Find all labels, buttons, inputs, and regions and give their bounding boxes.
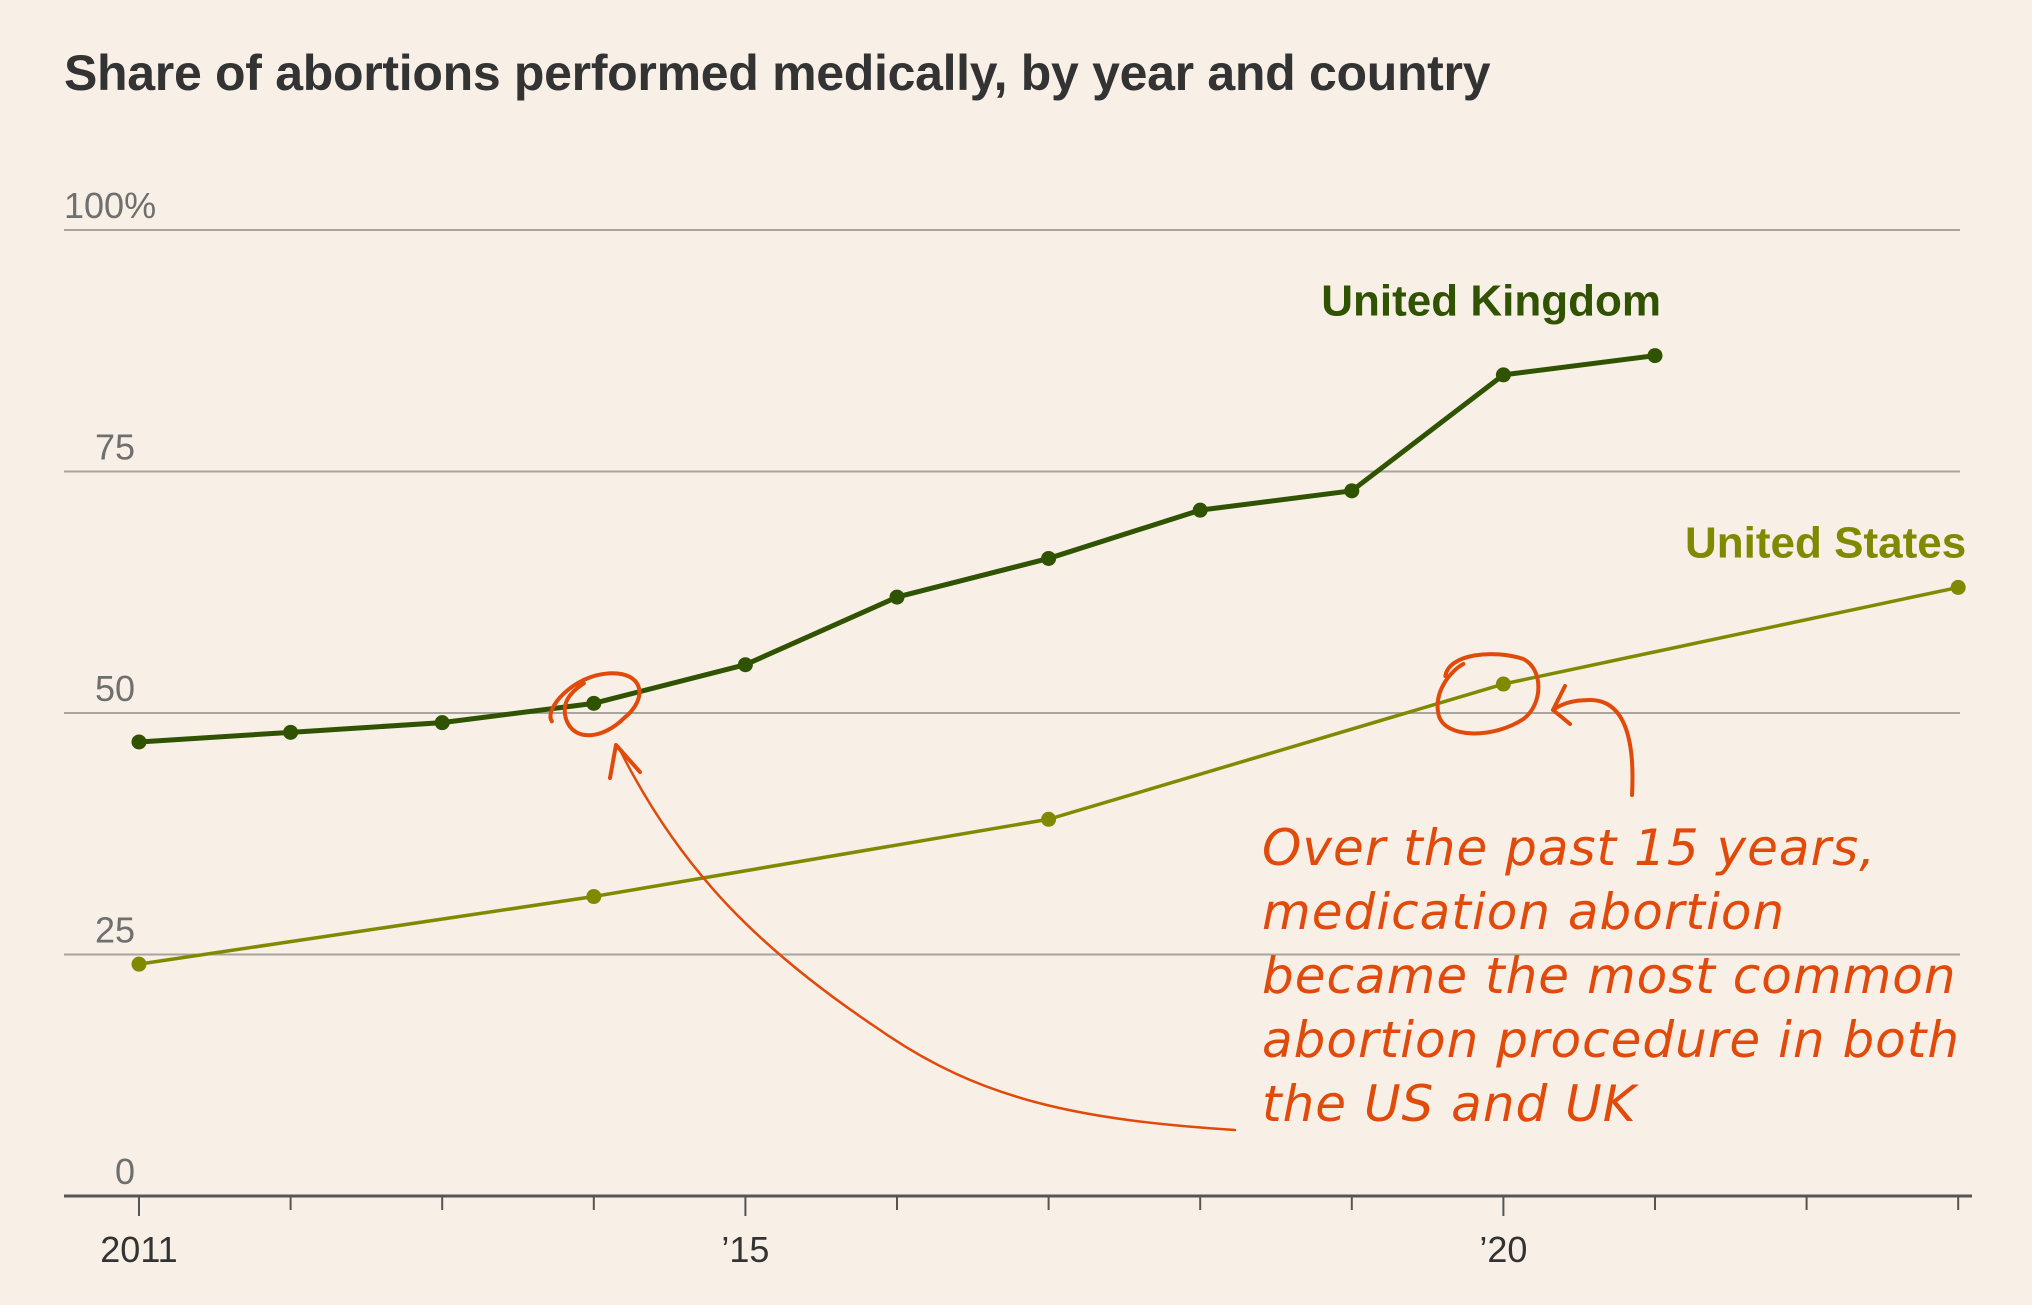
y-axis-ticks: 100% 75 50 25 0 [64,185,156,1192]
data-point [889,589,905,605]
data-point [1495,367,1511,383]
x-tick-label: ’15 [721,1229,769,1270]
data-point [586,695,602,711]
gridlines [64,229,1960,956]
y-tick-label: 25 [95,910,135,951]
data-point [1647,348,1663,364]
x-tick-label: 2011 [100,1229,177,1270]
data-point [586,889,602,905]
annotation-text-line: abortion procedure in both [1262,1011,1960,1069]
y-tick-label: 0 [115,1151,135,1192]
data-point [1950,579,1966,595]
data-point [737,657,753,673]
series-label-uk: United Kingdom [1321,277,1661,326]
series-label-us: United States [1685,518,1966,567]
y-tick-label: 50 [95,668,135,709]
annotation-text-line: became the most common [1262,947,1957,1005]
series-line-uk [136,353,1658,745]
arrowhead-uk [608,743,642,780]
data-point [283,724,299,740]
annotation-arrow-uk [618,748,1237,1132]
data-point [1041,550,1057,566]
x-tick-label: ’20 [1479,1229,1527,1270]
data-point [1344,483,1360,499]
series-group [131,348,1966,972]
chart-title: Share of abortions performed medically, … [64,45,1491,101]
data-point [1495,676,1511,692]
data-point [131,956,147,972]
data-point [434,715,450,731]
arrowhead-us [1551,684,1572,726]
annotation-circle-uk [548,671,642,738]
annotation-text-line: Over the past 15 years, [1262,819,1876,877]
data-point [1041,811,1057,827]
annotation-text-line: medication abortion [1262,883,1785,941]
x-axis: 2011 ’15 ’20 [64,1194,1972,1270]
annotation: Over the past 15 years, medication aborti… [548,652,1960,1133]
data-point [131,734,147,750]
data-point [1192,502,1208,518]
annotation-circle-us [1435,652,1541,736]
y-tick-label: 100% [64,185,156,226]
annotation-text-line: the US and UK [1262,1075,1640,1133]
series-labels: United Kingdom United States [1321,277,1966,568]
y-tick-label: 75 [95,427,135,468]
annotation-arrow-us [1551,697,1635,797]
